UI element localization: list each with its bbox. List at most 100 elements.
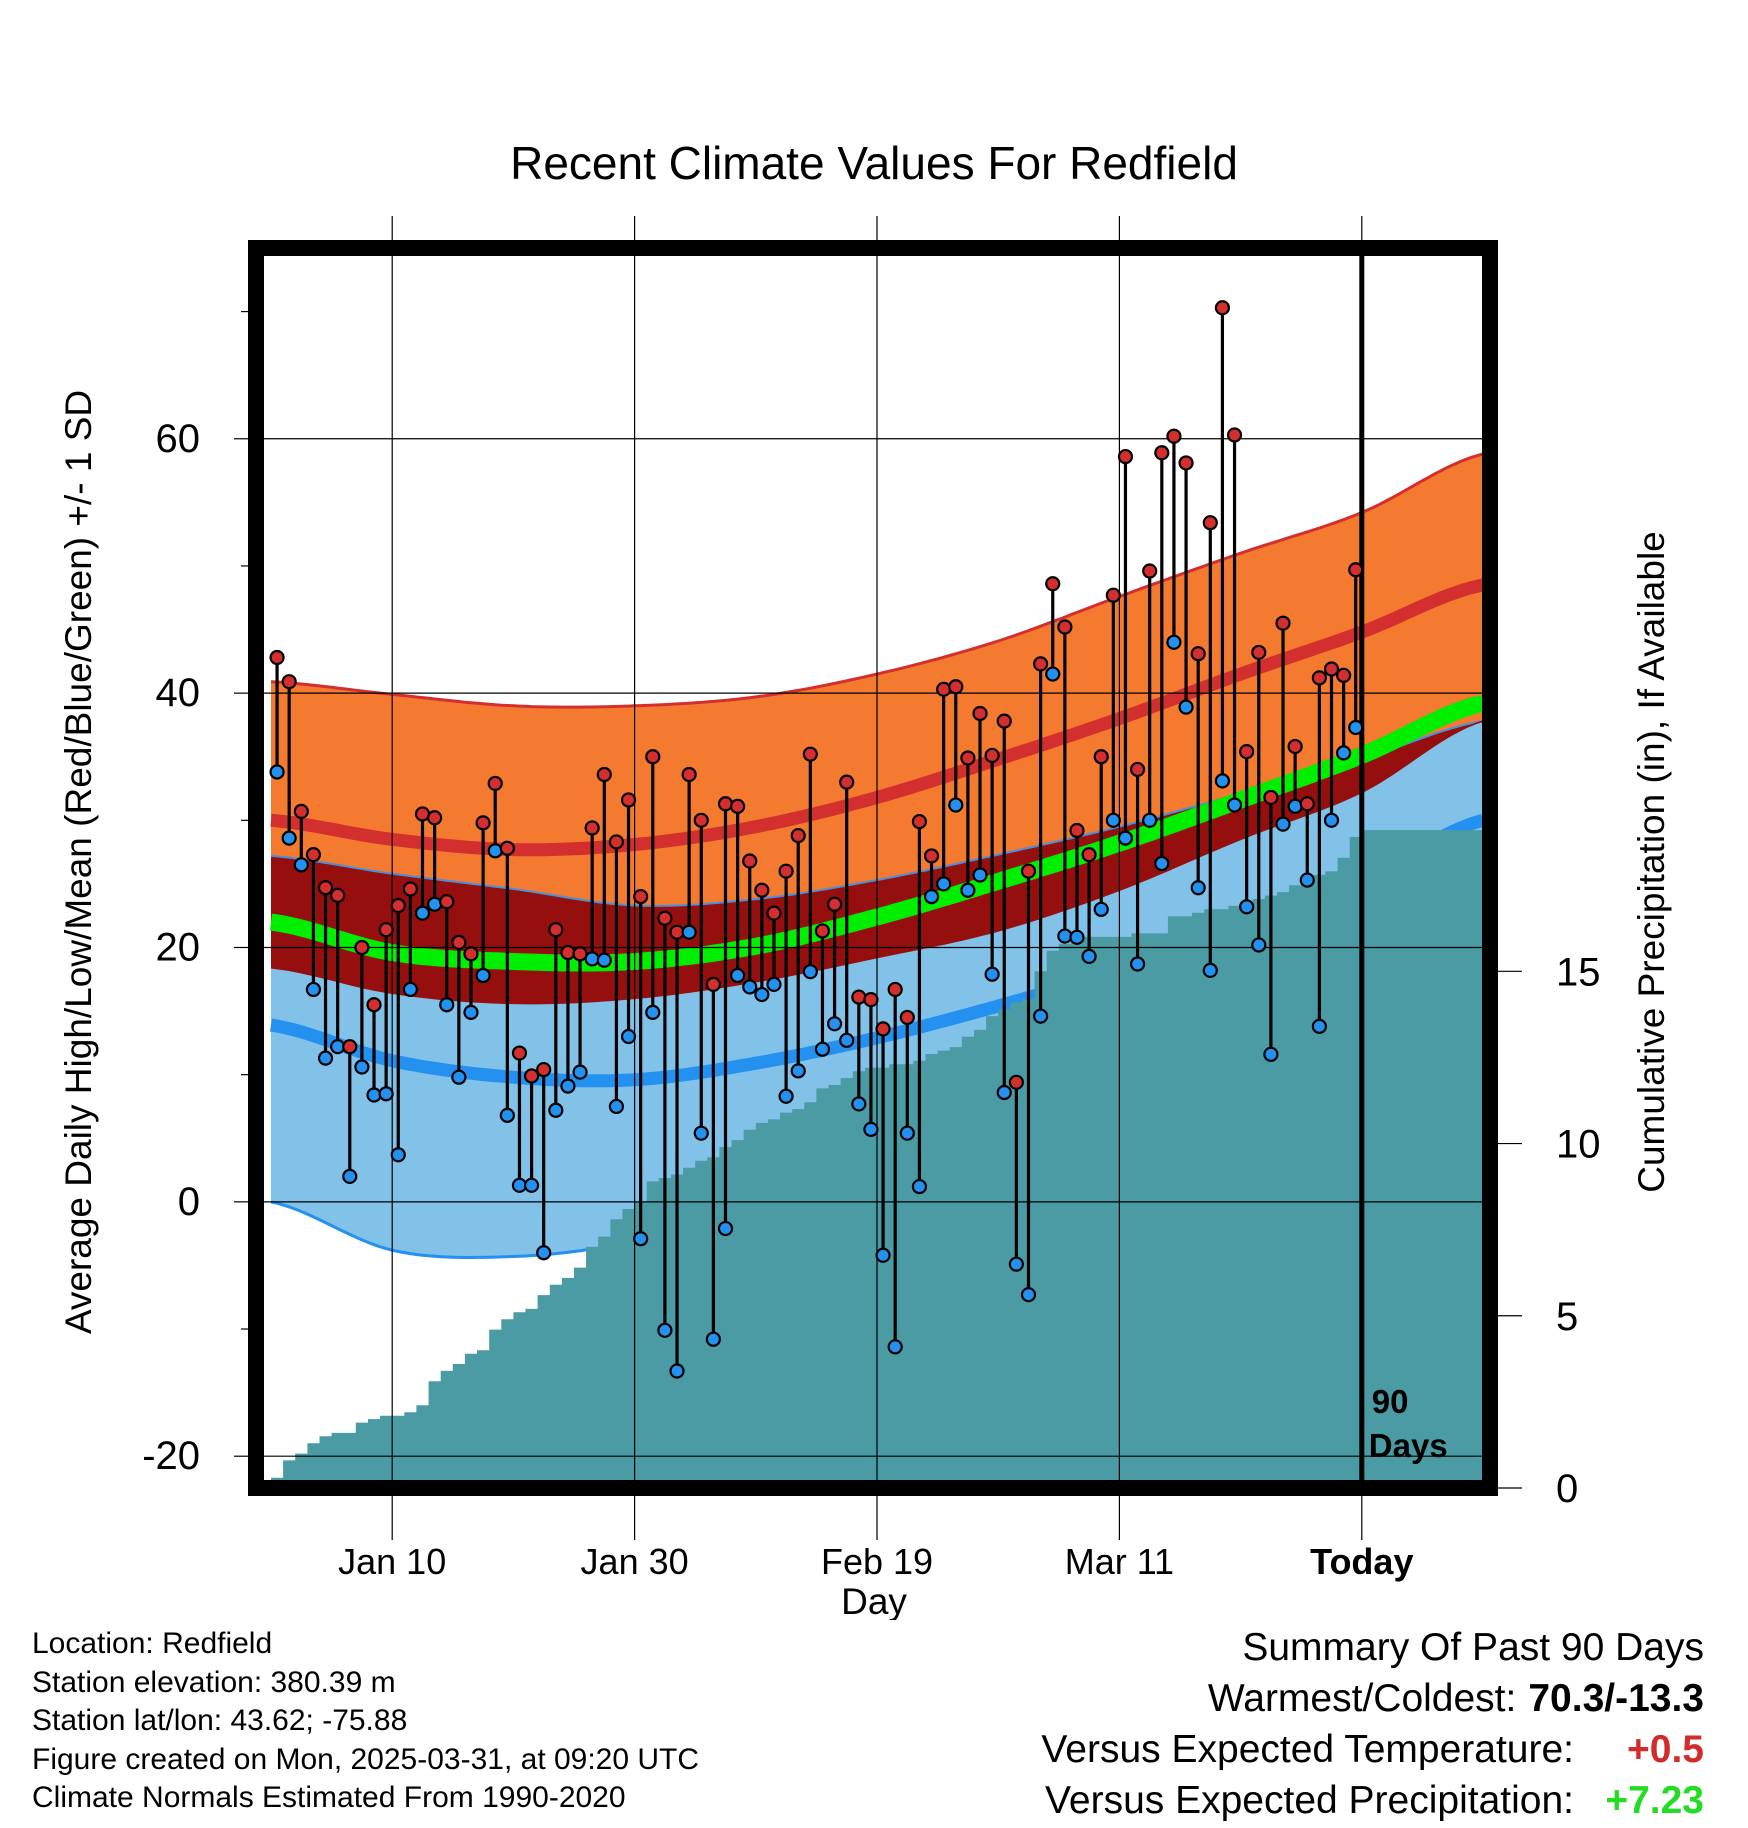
high-marker xyxy=(814,923,831,939)
high-marker xyxy=(317,880,334,896)
low-marker xyxy=(645,1004,661,1020)
x-tick-label: Jan 10 xyxy=(338,1541,446,1582)
y-tick-label: 0 xyxy=(178,1180,200,1224)
info-elevation: Station elevation: 380.39 m xyxy=(32,1665,396,1699)
low-marker xyxy=(790,1063,806,1079)
info-latlon: Station lat/lon: 43.62; -75.88 xyxy=(32,1704,408,1737)
low-marker xyxy=(814,1041,831,1057)
high-marker xyxy=(826,896,843,912)
high-marker xyxy=(1129,761,1146,778)
low-marker xyxy=(439,997,455,1013)
high-marker xyxy=(899,1009,915,1026)
low-marker xyxy=(390,1147,406,1163)
low-marker xyxy=(305,981,322,998)
high-marker xyxy=(1178,455,1194,471)
high-marker xyxy=(269,649,285,666)
low-marker xyxy=(620,1028,637,1045)
low-marker xyxy=(717,1220,734,1237)
info-normals: Climate Normals Estimated From 1990-2020 xyxy=(32,1781,626,1814)
high-marker xyxy=(463,946,479,962)
high-marker xyxy=(475,815,491,831)
low-marker xyxy=(572,1064,588,1080)
low-marker xyxy=(1117,830,1134,846)
high-marker xyxy=(584,820,600,836)
high-marker xyxy=(693,812,709,828)
low-marker xyxy=(657,1322,673,1338)
station-info: Location: Redfield Station elevation: 38… xyxy=(32,1625,699,1818)
high-marker xyxy=(1105,587,1121,603)
precip-label: Versus Expected Precipitation: xyxy=(1045,1779,1574,1822)
low-marker xyxy=(936,876,952,892)
low-marker xyxy=(1142,812,1158,828)
high-marker xyxy=(778,863,794,879)
high-marker xyxy=(1336,667,1352,683)
low-marker xyxy=(1263,1046,1279,1062)
low-marker xyxy=(342,1168,358,1185)
low-marker xyxy=(1251,937,1267,953)
axes: Jan 10 Jan 30 Feb 19 Mar 11 Today -20 0 20 40 60 0… xyxy=(142,216,1601,1582)
low-marker xyxy=(899,1125,915,1141)
high-marker xyxy=(281,674,297,690)
high-marker xyxy=(1142,563,1158,579)
high-marker xyxy=(523,1068,540,1084)
high-marker xyxy=(754,882,770,898)
high-marker xyxy=(1275,615,1291,631)
low-marker xyxy=(1275,816,1291,832)
high-marker xyxy=(948,679,964,695)
low-marker xyxy=(536,1245,552,1261)
low-marker xyxy=(1214,773,1231,789)
low-marker xyxy=(451,1069,467,1085)
low-marker xyxy=(948,797,964,813)
low-marker xyxy=(1154,855,1170,872)
low-marker xyxy=(1336,745,1352,761)
high-marker xyxy=(548,922,564,938)
high-marker xyxy=(1166,428,1182,444)
y-axis-label: Average Daily High/Low/Mean (Red/Blue/Gr… xyxy=(58,390,99,1334)
y2-axis-label: Cumulative Precipitation (in), If Availa… xyxy=(1631,531,1672,1193)
low-marker xyxy=(1093,901,1109,917)
high-marker xyxy=(1214,300,1231,316)
period-label-number: 90 xyxy=(1372,1383,1409,1420)
high-marker xyxy=(390,897,406,914)
high-marker xyxy=(875,1021,891,1037)
high-marker xyxy=(608,834,625,850)
low-marker xyxy=(1045,666,1061,682)
low-marker xyxy=(1323,812,1340,828)
low-marker xyxy=(269,764,285,780)
low-marker xyxy=(730,967,746,984)
high-marker xyxy=(972,705,988,722)
high-marker xyxy=(620,792,637,808)
high-marker xyxy=(1202,515,1218,531)
y2-tick-label: 0 xyxy=(1556,1467,1578,1511)
low-marker xyxy=(742,979,758,995)
low-marker xyxy=(1057,928,1073,944)
high-marker xyxy=(1226,427,1243,443)
high-marker xyxy=(1057,619,1073,635)
low-marker xyxy=(560,1078,576,1094)
low-marker xyxy=(863,1121,879,1137)
precip-value: +7.23 xyxy=(1605,1779,1704,1822)
high-marker xyxy=(1251,644,1267,661)
low-marker xyxy=(317,1050,334,1066)
low-marker xyxy=(826,1016,843,1032)
high-marker xyxy=(1033,656,1049,672)
x-tick-label: Mar 11 xyxy=(1065,1541,1174,1582)
high-marker xyxy=(1348,562,1364,578)
high-marker xyxy=(1117,448,1134,465)
low-marker xyxy=(1020,1287,1037,1303)
high-marker xyxy=(717,796,734,812)
y-tick-label: -20 xyxy=(142,1434,200,1478)
high-marker xyxy=(330,887,346,903)
high-marker xyxy=(911,813,928,830)
high-marker xyxy=(851,989,867,1005)
y2-tick-label: 15 xyxy=(1556,950,1601,994)
y2-tick-label: 5 xyxy=(1556,1295,1578,1339)
low-marker xyxy=(669,1363,685,1379)
high-marker xyxy=(936,681,952,697)
low-marker xyxy=(923,889,940,905)
low-marker xyxy=(499,1107,515,1123)
x-tick-label: Today xyxy=(1310,1541,1413,1582)
high-marker xyxy=(1311,670,1327,686)
low-marker xyxy=(463,1004,479,1020)
climate-chart: Recent Climate Values For Redfield 90 Day… xyxy=(58,137,1672,1620)
